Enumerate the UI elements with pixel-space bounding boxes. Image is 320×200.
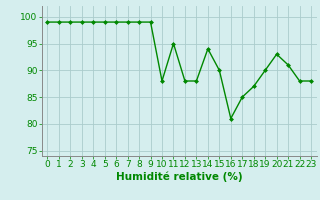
X-axis label: Humidité relative (%): Humidité relative (%) — [116, 172, 243, 182]
